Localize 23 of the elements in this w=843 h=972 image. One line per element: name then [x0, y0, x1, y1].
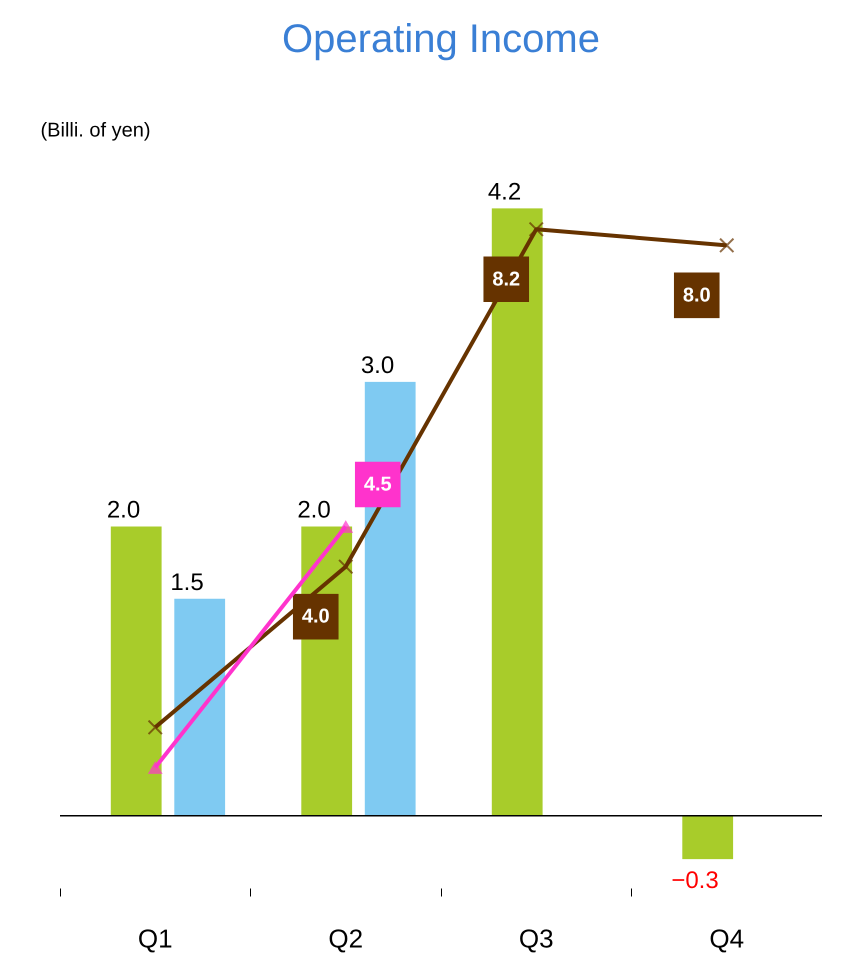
point [528, 222, 544, 237]
data-label: 1.5 [170, 568, 204, 596]
bar [682, 816, 734, 860]
data-label: 2.0 [297, 496, 331, 524]
data-label: −0.3 [671, 867, 719, 894]
data-label: 4.0 [302, 606, 330, 628]
bar [110, 526, 162, 816]
data-label: 2.0 [106, 496, 140, 524]
data-label: 8.0 [682, 284, 711, 306]
y-axis-title: (Billi. of yen) [40, 120, 151, 142]
data-label: 4.2 [488, 178, 522, 206]
x-tick-label: Q4 [709, 924, 744, 954]
point [719, 238, 734, 254]
point [148, 720, 163, 736]
x-tick-label: Q3 [518, 924, 554, 954]
x-tick-label: Q2 [328, 924, 364, 954]
bar [174, 598, 226, 816]
data-label: 3.0 [360, 352, 394, 379]
x-tick-label: Q1 [138, 924, 173, 954]
chart-title: Operating Income [282, 17, 600, 61]
data-label: 8.2 [492, 268, 520, 290]
point [338, 558, 354, 574]
data-label: 4.5 [364, 474, 392, 496]
